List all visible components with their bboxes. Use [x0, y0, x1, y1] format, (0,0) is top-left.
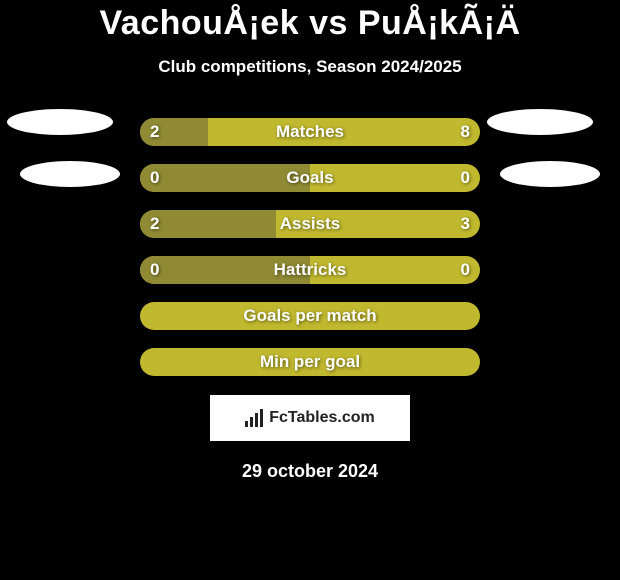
chart-icon: [245, 409, 263, 427]
avatar-placeholder: [500, 161, 600, 187]
stat-bar: 00Goals: [140, 164, 480, 192]
stat-row: Goals per match: [0, 293, 620, 339]
stat-label: Goals per match: [140, 302, 480, 330]
stat-bar-left: [140, 164, 310, 192]
stat-value-right: 3: [461, 210, 470, 238]
source-badge[interactable]: FcTables.com: [210, 395, 410, 441]
stat-value-left: 2: [150, 118, 159, 146]
comparison-subtitle: Club competitions, Season 2024/2025: [0, 57, 620, 77]
stat-value-right: 0: [461, 164, 470, 192]
stat-value-right: 0: [461, 256, 470, 284]
stat-bar: 00Hattricks: [140, 256, 480, 284]
stat-bar-left: [140, 210, 276, 238]
date-label: 29 october 2024: [0, 461, 620, 482]
avatar-placeholder: [487, 109, 593, 135]
stat-row: 23Assists: [0, 201, 620, 247]
stat-rows: 28Matches00Goals23Assists00HattricksGoal…: [0, 109, 620, 385]
stat-label: Min per goal: [140, 348, 480, 376]
stat-value-left: 0: [150, 256, 159, 284]
stat-bar: 28Matches: [140, 118, 480, 146]
stat-row: 00Hattricks: [0, 247, 620, 293]
stat-bar: Goals per match: [140, 302, 480, 330]
stat-value-right: 8: [461, 118, 470, 146]
avatar-placeholder: [20, 161, 120, 187]
comparison-title: VachouÅ¡ek vs PuÅ¡kÃ¡Ä: [0, 4, 620, 43]
badge-text: FcTables.com: [269, 409, 375, 427]
stat-value-left: 2: [150, 210, 159, 238]
stat-bar-left: [140, 256, 310, 284]
stat-bar: Min per goal: [140, 348, 480, 376]
stat-bar: 23Assists: [140, 210, 480, 238]
stat-row: Min per goal: [0, 339, 620, 385]
stat-value-left: 0: [150, 164, 159, 192]
avatar-placeholder: [7, 109, 113, 135]
comparison-card: VachouÅ¡ek vs PuÅ¡kÃ¡Ä Club competitions…: [0, 0, 620, 482]
